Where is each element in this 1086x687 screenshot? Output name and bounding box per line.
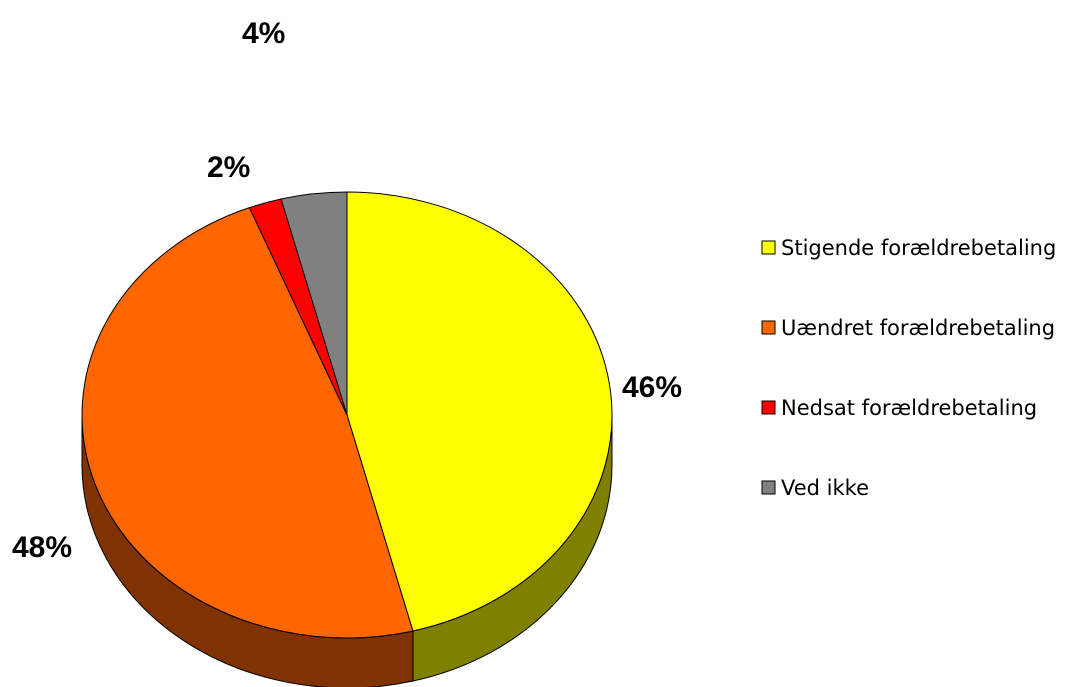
pie-slice-stigende xyxy=(346,191,613,632)
legend-item-stigende: Stigende forældrebetaling xyxy=(761,236,1056,260)
data-labels: 46% 48% 2% 4% xyxy=(12,17,682,564)
pie-slice-ved-ikke xyxy=(280,191,348,416)
pie-slice-uaendret xyxy=(81,207,414,639)
legend: Stigende forældrebetaling Uændret foræld… xyxy=(761,236,1056,500)
legend-swatch-nedsat xyxy=(761,400,776,415)
data-label-uaendret: 48% xyxy=(12,531,72,564)
legend-swatch-stigende xyxy=(761,240,776,255)
legend-label-nedsat: Nedsat forældrebetaling xyxy=(781,396,1037,420)
data-label-ved-ikke: 4% xyxy=(242,17,285,50)
legend-item-nedsat: Nedsat forældrebetaling xyxy=(761,396,1037,420)
data-label-nedsat: 2% xyxy=(207,151,250,184)
legend-swatch-ved-ikke xyxy=(761,480,776,495)
legend-label-uaendret: Uændret forældrebetaling xyxy=(781,316,1055,340)
legend-label-ved-ikke: Ved ikke xyxy=(781,476,869,500)
data-label-stigende: 46% xyxy=(622,371,682,404)
legend-swatch-uaendret xyxy=(761,320,776,335)
legend-item-uaendret: Uændret forældrebetaling xyxy=(761,316,1055,340)
legend-item-ved-ikke: Ved ikke xyxy=(761,476,869,500)
pie-slices xyxy=(81,191,613,639)
legend-label-stigende: Stigende forældrebetaling xyxy=(781,236,1056,260)
